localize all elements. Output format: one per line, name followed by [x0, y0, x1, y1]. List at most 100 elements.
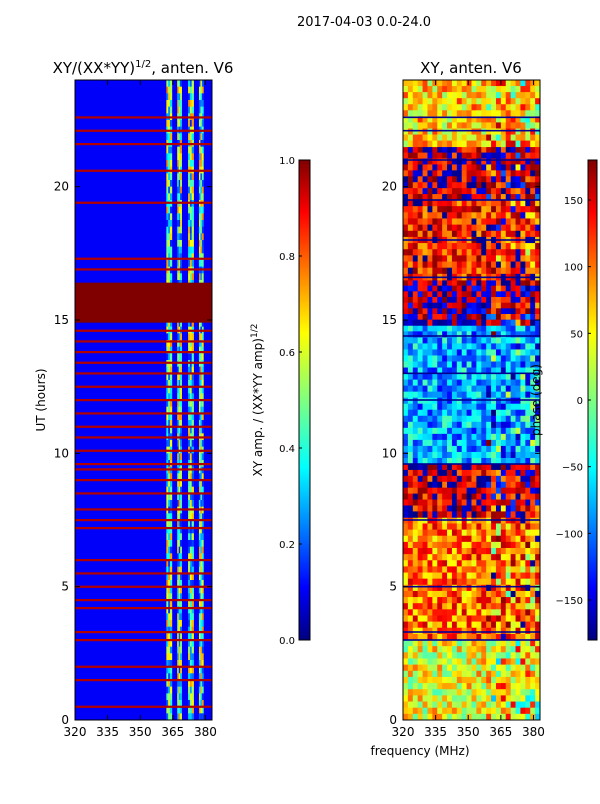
phase-cell: [442, 212, 448, 219]
phase-cell: [486, 475, 492, 483]
phase-cell: [451, 597, 458, 604]
amplitude-flagged-line: [75, 705, 212, 708]
phase-cell: [407, 194, 414, 201]
phase-cell: [417, 152, 423, 159]
phase-cell: [432, 280, 438, 287]
phase-cell: [407, 98, 414, 105]
phase-cell: [515, 421, 521, 429]
amplitude-cell: [180, 380, 182, 388]
phase-cell: [447, 487, 453, 495]
phase-cell: [530, 104, 536, 111]
phase-cell: [510, 578, 516, 586]
amplitude-cell: [191, 626, 194, 634]
amplitude-cell: [198, 700, 201, 708]
phase-cell: [486, 249, 492, 256]
phase-cell: [495, 319, 502, 326]
phase-cell: [447, 627, 453, 635]
phase-cell: [481, 337, 487, 344]
phase-cell: [510, 367, 516, 374]
amplitude-cell: [200, 213, 203, 221]
phase-cell: [515, 164, 521, 171]
amplitude-cell: [178, 693, 181, 701]
phase-cell: [525, 224, 531, 232]
phase-cell: [447, 98, 453, 105]
amplitude-cell: [198, 160, 201, 168]
phase-cell: [530, 683, 536, 690]
phase-cell: [495, 487, 502, 495]
amplitude-cell: [168, 246, 171, 254]
phase-cell: [407, 451, 414, 459]
amplitude-cell: [169, 600, 173, 608]
amplitude-cell: [180, 626, 182, 634]
amplitude-cell: [169, 193, 173, 201]
phase-cell: [456, 487, 463, 495]
phase-cell: [495, 493, 502, 500]
amplitude-cell: [191, 213, 194, 221]
phase-cell: [466, 164, 472, 171]
phase-cell: [495, 652, 502, 659]
amplitude-cell: [189, 260, 193, 268]
phase-cell: [500, 243, 507, 250]
amplitude-cell: [177, 606, 180, 614]
amplitude-cell: [198, 233, 201, 241]
phase-cell: [432, 713, 438, 720]
phase-cell: [417, 457, 423, 465]
amplitude-cell: [198, 226, 201, 234]
phase-cell: [515, 451, 521, 459]
amplitude-cell: [200, 480, 203, 488]
phase-cell: [510, 529, 516, 537]
amplitude-cell: [180, 560, 182, 568]
phase-cell: [486, 707, 492, 715]
phase-cell: [417, 481, 423, 489]
phase-cell: [451, 243, 458, 250]
phase-cell: [505, 349, 512, 356]
phase-cell: [437, 529, 443, 537]
amplitude-cell: [177, 680, 180, 688]
phase-cell: [471, 337, 477, 344]
phase-cell: [535, 584, 540, 592]
amplitude-cell: [180, 480, 182, 488]
amplitude-cell: [180, 706, 182, 714]
amplitude-cell: [168, 566, 171, 574]
phase-cell: [432, 122, 438, 129]
amplitude-cell: [177, 586, 180, 594]
phase-cell: [476, 633, 482, 641]
phase-cell: [403, 615, 409, 622]
amplitude-cell: [169, 633, 173, 641]
phase-cell: [535, 451, 540, 459]
phase-cell: [451, 415, 458, 423]
phase-cell: [456, 140, 463, 148]
phase-cell: [515, 261, 521, 269]
phase-cell: [491, 560, 497, 567]
phase-cell: [510, 713, 516, 720]
phase-cell: [407, 373, 414, 380]
phase-cell: [495, 104, 502, 111]
phase-cell: [437, 80, 443, 87]
phase-cell: [481, 176, 487, 183]
phase-cell: [486, 373, 492, 380]
amplitude-cell: [191, 513, 194, 521]
amplitude-cell: [180, 700, 182, 708]
phase-cell: [491, 421, 497, 429]
phase-cell: [403, 451, 409, 459]
phase-cell: [476, 511, 482, 518]
phase-cell: [515, 206, 521, 213]
phase-cell: [407, 164, 414, 171]
phase-cell: [481, 243, 487, 250]
phase-cell: [486, 683, 492, 690]
phase-cell: [451, 158, 458, 165]
phase-cell: [442, 676, 448, 684]
amplitude-cell: [198, 80, 201, 88]
phase-cell: [447, 505, 453, 512]
phase-cell: [461, 529, 468, 537]
phase-cell: [442, 572, 448, 580]
phase-cell: [530, 652, 536, 659]
phase-cell: [451, 439, 458, 447]
phase-cell: [417, 110, 423, 117]
amplitude-cell: [168, 106, 171, 114]
amplitude-cell: [189, 373, 193, 381]
phase-cell: [442, 170, 448, 177]
phase-cell: [505, 652, 512, 659]
phase-cell: [481, 652, 487, 659]
